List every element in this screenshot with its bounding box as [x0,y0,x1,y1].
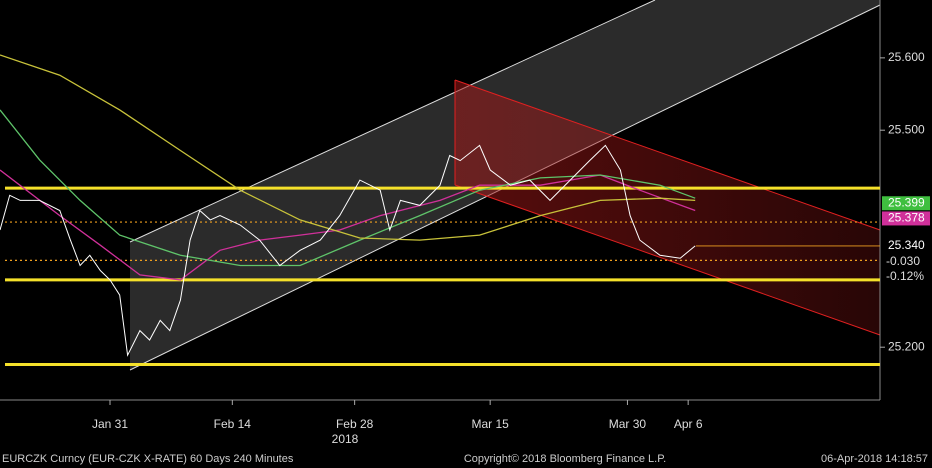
channel-line [454,184,881,336]
change-label: -0.12% [886,269,924,283]
series-line [0,144,696,357]
y-tick-label: 25.200 [888,339,925,353]
x-tick-label: Mar 15 [471,417,509,431]
footer: EURCZK Curncy (EUR-CZK X-RATE) 60 Days 2… [2,453,294,465]
last-label-box [882,196,930,211]
x-tick-label: Feb 28 [336,417,374,431]
x-tick-label: Feb 14 [214,417,252,431]
last-label: 25.378 [888,211,925,225]
x-year-label: 2018 [332,432,359,446]
channel-line [454,79,881,231]
footer: 06-Apr-2018 14:18:57 [821,453,928,465]
down-channel [455,80,880,335]
x-tick-label: Apr 6 [674,417,703,431]
last-label: 25.340 [888,238,925,252]
series-line [0,109,696,267]
x-tick-label: Jan 31 [92,417,128,431]
y-tick-label: 25.600 [888,50,925,64]
channel-line [129,0,656,243]
footer: Copyright© 2018 Bloomberg Finance L.P. [464,453,666,465]
last-label: 25.399 [888,195,925,209]
plot: 25.200 25.500 25.600 Jan 31 Feb 14 Feb 28 Mar … [0,50,930,431]
series-line [0,54,696,241]
x-tick-label: Mar 30 [609,417,647,431]
y-tick-label: 25.500 [888,122,925,136]
change-label: -0.030 [886,254,920,268]
last-label-box [882,211,930,226]
